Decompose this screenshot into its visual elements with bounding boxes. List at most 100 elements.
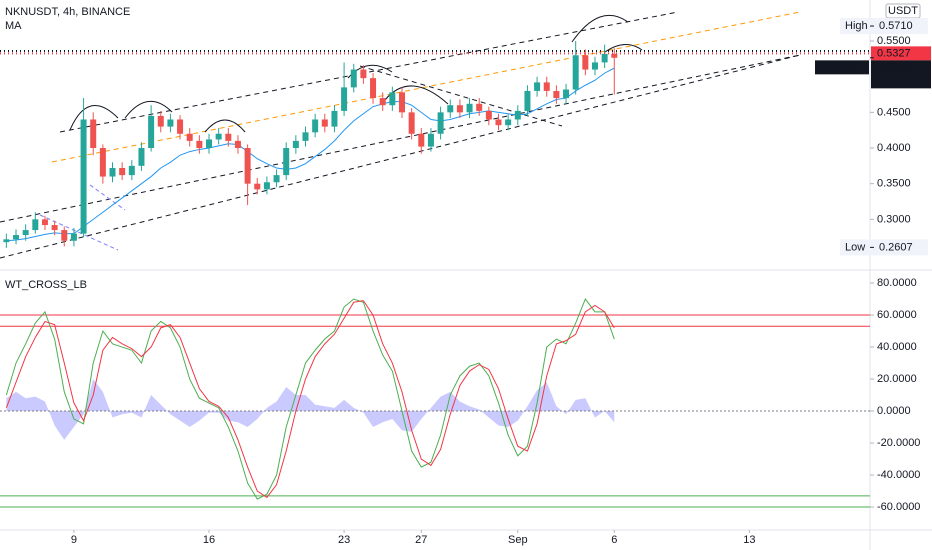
marker-name: High (845, 20, 868, 32)
candle-body (157, 115, 164, 127)
marker-value: 0.5710 (879, 20, 913, 32)
candle-body (408, 112, 415, 134)
candle-body (302, 132, 309, 141)
candle-body (543, 82, 550, 91)
y-tick-label: 60.0000 (877, 309, 917, 321)
candle-body (495, 119, 502, 126)
candle-body (514, 110, 521, 120)
x-tick-label: 13 (743, 534, 755, 546)
candle-body (476, 103, 483, 111)
arc (124, 101, 173, 119)
candle-body (312, 119, 319, 133)
candle-body (263, 182, 270, 190)
candle-body (283, 148, 290, 176)
x-tick-label: 27 (415, 534, 427, 546)
y-tick-label: 80.0000 (877, 277, 917, 289)
candle-body (225, 133, 232, 141)
candle-body (350, 69, 357, 88)
candle-body (553, 90, 560, 99)
candle-body (51, 225, 58, 231)
y-tick-label: 0.0000 (877, 405, 911, 417)
indicator-name: MA (5, 20, 22, 32)
x-tick-label: 6 (611, 534, 617, 546)
candle-body (13, 235, 20, 240)
wt-line (5, 300, 615, 499)
candle-body (456, 105, 463, 113)
candle-body (563, 89, 570, 99)
arc (204, 119, 246, 133)
candle-body (273, 175, 280, 183)
candle-body (611, 53, 618, 58)
candle-body (601, 53, 608, 63)
channel-middle (0, 54, 801, 223)
last-price-bg (871, 60, 931, 89)
y-tick-label: 0.3000 (877, 213, 911, 225)
candle-body (582, 55, 589, 70)
y-tick-label: 0.4000 (877, 142, 911, 154)
candle-body (148, 115, 155, 149)
oscillator-title: WT_CROSS_LB (5, 279, 87, 291)
candle-body (418, 133, 425, 147)
candle-body (331, 110, 338, 127)
candle-body (360, 69, 367, 79)
y-tick-label: -40.0000 (877, 469, 920, 481)
wt-line (5, 298, 615, 500)
candle-body (32, 219, 39, 231)
y-tick-label: 0.5500 (877, 35, 911, 47)
candle-body (90, 119, 97, 149)
candle-body (505, 119, 512, 126)
last-price: 0.5265 (877, 61, 911, 73)
candle-body (254, 183, 261, 190)
marker-bg (840, 18, 928, 35)
chart-title: NKNUSDT, 4h, BINANCE (5, 6, 130, 18)
marker-value: 0.2607 (879, 241, 913, 253)
marker-bg (840, 239, 928, 256)
x-tick-label: 9 (71, 534, 77, 546)
trend-segment (89, 184, 126, 211)
trend-segment (359, 65, 563, 127)
arc (69, 105, 119, 131)
candle-body (109, 167, 116, 177)
arc (571, 14, 629, 43)
trend-segment (39, 214, 119, 251)
channel-midline (51, 11, 801, 163)
y-tick-label: -20.0000 (877, 437, 920, 449)
candle-body (389, 92, 396, 106)
candle-body (398, 92, 405, 113)
candle-body (167, 119, 174, 127)
candle-body (138, 148, 145, 166)
histogram-area (6, 379, 615, 440)
candle-body (524, 90, 531, 111)
candle-body (447, 105, 454, 113)
candle-body (466, 103, 473, 113)
candle-body (234, 140, 241, 149)
symbol-label-bg (815, 60, 869, 75)
candle-body (370, 78, 377, 99)
candle-body (591, 62, 598, 70)
y-tick-label: 0.3500 (877, 178, 911, 190)
candle-body (3, 239, 10, 243)
candle-body (128, 165, 135, 176)
candle-body (177, 119, 184, 134)
price-label: 0.5327 (877, 47, 911, 59)
x-tick-label: 23 (338, 534, 350, 546)
symbol-label: NKNUSDT (815, 61, 868, 73)
candle-body (61, 230, 68, 241)
price-label-bg (871, 46, 931, 61)
drawings (0, 11, 870, 259)
marker-name: Low (845, 241, 865, 253)
candle-body (80, 119, 87, 234)
candle-body (485, 110, 492, 120)
channel-lower (0, 54, 801, 259)
currency-badge (885, 3, 921, 19)
candle-body (22, 230, 29, 236)
candle-body (572, 55, 579, 90)
candle-body (244, 148, 251, 184)
candle-body (99, 148, 106, 177)
candle-body (215, 133, 222, 140)
candle-body (196, 140, 203, 149)
arc (604, 44, 643, 53)
countdown: 03:59:22 (877, 74, 920, 86)
candle-body (534, 82, 541, 91)
